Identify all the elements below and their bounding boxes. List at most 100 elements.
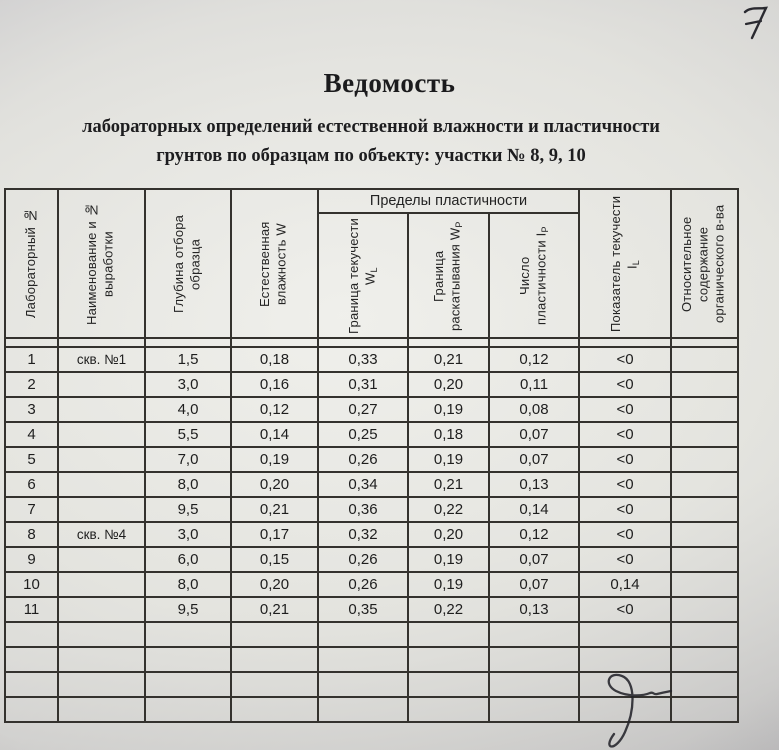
table-cell: 0,26 [317, 446, 409, 473]
table-cell [57, 371, 146, 398]
table-cell [670, 421, 739, 448]
table-cell: 0,26 [317, 546, 409, 573]
table-cell: 1 [4, 346, 59, 373]
table-cell: 0,36 [317, 496, 409, 523]
table-row: 11 9,5 0,21 0,35 0,22 0,13 <0 [4, 596, 739, 623]
table-cell: 0,31 [317, 371, 409, 398]
table-body: 1 скв. №1 1,5 0,18 0,33 0,21 0,12 <0 2 3,0 0,16 0,3… [4, 337, 739, 723]
table-cell: 0,22 [407, 496, 490, 523]
table-cell: 0,14 [230, 421, 319, 448]
table-cell [317, 621, 409, 648]
table-cell [670, 371, 739, 398]
table-cell: 9,5 [144, 596, 232, 623]
table-cell [670, 546, 739, 573]
table-cell: 0,12 [488, 346, 580, 373]
subtitle-line-2: грунтов по образцам по объекту: участки … [156, 146, 586, 166]
table-cell: 0,21 [230, 596, 319, 623]
table-cell: 0,12 [230, 396, 319, 423]
table-row: 3 4,0 0,12 0,27 0,19 0,08 <0 [4, 396, 739, 423]
col-header-liquid-limit: Граница текучести WL [317, 212, 409, 339]
table-cell: <0 [578, 446, 672, 473]
table-cell: 0,33 [317, 346, 409, 373]
table-cell: 0,07 [488, 421, 580, 448]
group-header-plasticity-limits: Пределы пластичности [317, 188, 580, 214]
table-cell: 0,13 [488, 596, 580, 623]
table-cell: 9 [4, 546, 59, 573]
document-title: Ведомость [323, 68, 456, 98]
table-cell [670, 396, 739, 423]
table-cell [488, 671, 580, 698]
table-cell: 11 [4, 596, 59, 623]
table-cell: 1,5 [144, 346, 232, 373]
col-header-plastic-limit: Граница раскатывания WP [407, 212, 490, 339]
table-row: 8 скв. №4 3,0 0,17 0,32 0,20 0,12 <0 [4, 521, 739, 548]
col-header-organic-content: Относительное содержание органического в… [670, 188, 739, 339]
table-cell [57, 571, 146, 598]
table-cell [57, 546, 146, 573]
table-cell [670, 346, 739, 373]
table-cell: 4 [4, 421, 59, 448]
table-cell [488, 621, 580, 648]
table-cell: 0,11 [488, 371, 580, 398]
table-cell: 7,0 [144, 446, 232, 473]
table-cell: 0,20 [407, 521, 490, 548]
table-cell [670, 646, 739, 673]
table-cell: 0,21 [407, 471, 490, 498]
table-cell [144, 646, 232, 673]
table-cell [230, 696, 319, 723]
table-cell: 0,21 [407, 346, 490, 373]
table-cell [57, 396, 146, 423]
table-cell [57, 446, 146, 473]
table-cell: 0,16 [230, 371, 319, 398]
table-cell [230, 646, 319, 673]
table-cell: 0,13 [488, 471, 580, 498]
table-cell: 0,34 [317, 471, 409, 498]
table-cell: 3 [4, 396, 59, 423]
table-cell: 0,07 [488, 446, 580, 473]
table-cell: 5 [4, 446, 59, 473]
table-cell: 0,17 [230, 521, 319, 548]
table-cell: 0,19 [230, 446, 319, 473]
subtitle-line-1: лабораторных определений естественной вл… [82, 117, 660, 137]
table-cell [670, 671, 739, 698]
header-group-row: Лабораторный № Наименование и № выработк… [4, 188, 739, 339]
table-cell [57, 471, 146, 498]
table-cell: 0,25 [317, 421, 409, 448]
table-cell: 0,21 [230, 496, 319, 523]
table-cell [57, 496, 146, 523]
document-subtitle: лабораторных определений естественной вл… [0, 113, 742, 171]
table-cell: <0 [578, 546, 672, 573]
table-cell: 3,0 [144, 521, 232, 548]
table-cell [144, 671, 232, 698]
table-cell: 0,08 [488, 396, 580, 423]
table-cell: 0,12 [488, 521, 580, 548]
table-cell [578, 646, 672, 673]
table-cell [407, 646, 490, 673]
table-cell [670, 696, 739, 723]
table-cell: 0,35 [317, 596, 409, 623]
table-cell: 6,0 [144, 546, 232, 573]
col-header-lab-number: Лабораторный № [4, 188, 59, 339]
table-cell: 8 [4, 521, 59, 548]
table-cell [670, 521, 739, 548]
table-cell: 6 [4, 471, 59, 498]
table-cell: 0,19 [407, 396, 490, 423]
table-cell [4, 621, 59, 648]
table-cell [407, 671, 490, 698]
table-cell: 0,20 [230, 471, 319, 498]
table-cell [488, 646, 580, 673]
table-cell [57, 696, 146, 723]
empty-row [4, 696, 739, 723]
table-cell: 0,19 [407, 571, 490, 598]
table-cell [57, 621, 146, 648]
handwritten-page-number-7-icon [742, 4, 772, 42]
col-header-liquidity-index: Показатель текучести IL [578, 188, 672, 339]
table-row: 10 8,0 0,20 0,26 0,19 0,07 0,14 [4, 571, 739, 598]
table-cell: 0,15 [230, 546, 319, 573]
table-row: 4 5,5 0,14 0,25 0,18 0,07 <0 [4, 421, 739, 448]
table-row: 2 3,0 0,16 0,31 0,20 0,11 <0 [4, 371, 739, 398]
table-cell [670, 596, 739, 623]
table-cell: 0,20 [230, 571, 319, 598]
empty-row [4, 621, 739, 648]
table-row: 1 скв. №1 1,5 0,18 0,33 0,21 0,12 <0 [4, 346, 739, 373]
